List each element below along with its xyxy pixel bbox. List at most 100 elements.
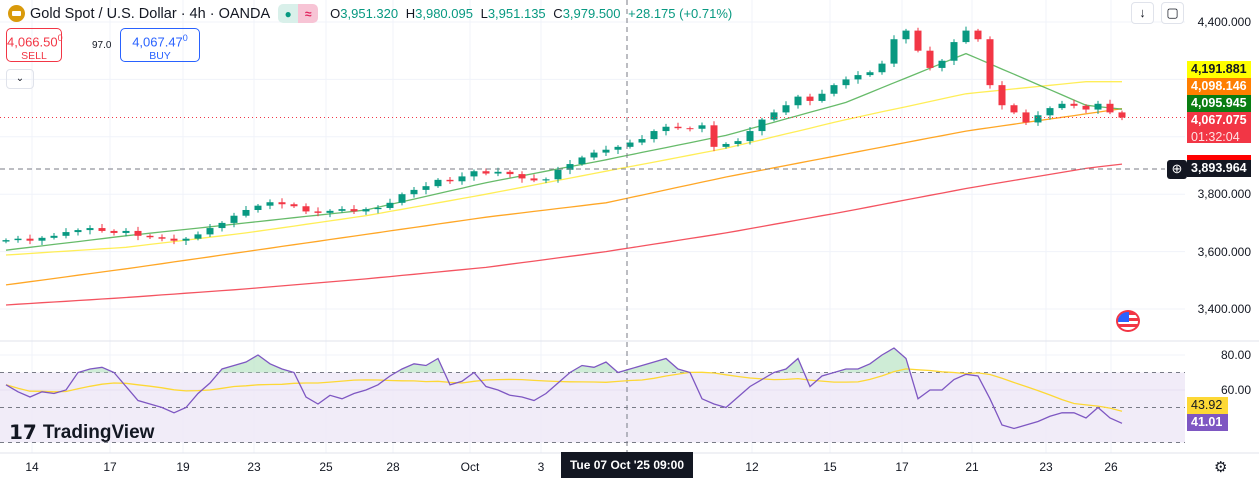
candle-body [50,235,58,238]
candle-body [698,125,706,129]
candle-body [686,128,694,130]
time-tick: 19 [176,460,190,474]
market-open-icon[interactable]: ● [278,4,299,23]
candle-body [854,75,862,80]
candle-body [62,232,70,236]
candle-body [134,230,142,236]
candle-body [362,209,370,212]
time-tick: 12 [745,460,759,474]
ma-green-label: 4,095.945 [1187,95,1251,112]
candle-body [650,131,658,140]
candle-body [818,93,826,101]
candle-body [410,189,418,195]
candle-body [14,238,22,241]
candle-body [494,171,502,174]
candle-body [806,96,814,101]
candle-body [506,171,514,175]
time-tick: 23 [247,460,261,474]
moving-average-green [5,52,1123,251]
candle-body [722,143,730,147]
candle-body [1034,115,1042,123]
candle-body [1046,108,1054,116]
candle-body [986,39,994,86]
candle-body [110,230,118,233]
candle-body [398,194,406,203]
fullscreen-icon[interactable]: ▢ [1161,2,1184,24]
time-tick: 25 [319,460,333,474]
candle-body [878,63,886,73]
time-tick: 28 [386,460,400,474]
candle-body [278,202,286,205]
candle-body [1094,103,1102,110]
candle-body [158,237,166,239]
candle-body [290,204,298,207]
rsi-tick: 80.00 [1220,348,1251,362]
candle-body [1106,103,1114,113]
add-plus-icon[interactable]: ⊕ [1167,160,1187,179]
time-tick: 26 [1104,460,1118,474]
candle-body [2,240,10,242]
price-tick: 3,600.000 [1197,245,1251,259]
candle-body [662,126,670,132]
candle-body [998,85,1006,106]
rsi-tick: 60.00 [1220,383,1251,397]
crosshair-price-label: 3,893.964 [1187,160,1251,177]
candle-body [182,238,190,241]
candle-body [962,30,970,43]
symbol-header: Gold Spot / U.S. Dollar · 4h · OANDA ● ≈… [8,4,732,23]
candle-body [1070,103,1078,106]
buy-button[interactable]: 4,067.470 BUY [120,28,200,62]
candle-body [902,30,910,40]
us-flag-event-icon[interactable] [1116,310,1140,332]
symbol-title[interactable]: Gold Spot / U.S. Dollar · 4h · OANDA [30,5,271,22]
crosshair-time-label: Tue 07 Oct '25 09:00 [561,452,693,478]
moving-average-red [5,163,1123,306]
candle-body [938,60,946,68]
moving-average-yellow [5,81,1122,256]
candle-body [1010,105,1018,113]
last-price-label: 4,067.075 01:32:04 [1187,112,1251,144]
candle-body [1082,105,1090,110]
candle-body [842,79,850,86]
candle-body [242,209,250,216]
time-tick: 14 [25,460,39,474]
candle-body [1058,103,1066,109]
settings-gear-icon[interactable]: ⚙ [1214,459,1228,476]
candle-body [194,234,202,239]
time-tick: 23 [1039,460,1053,474]
rsi-line [5,347,1123,430]
candle-body [482,171,490,174]
candle-body [386,202,394,208]
candle-body [974,30,982,40]
arrow-down-icon[interactable]: ↓ [1131,2,1154,24]
candle-body [38,237,46,241]
candle-body [890,39,898,64]
price-tick: 3,800.000 [1197,187,1251,201]
candle-body [866,72,874,76]
candle-body [1118,112,1126,118]
candle-body [458,176,466,182]
candle-body [950,42,958,61]
chevron-down-icon[interactable]: ⌄ [6,69,34,89]
candle-body [758,119,766,132]
spread-value: 97.0 [92,40,112,51]
candle-body [302,206,310,212]
tradingview-logo: 𝟭𝟳 TradingView [9,421,155,445]
candle-body [266,202,274,206]
candle-body [326,210,334,213]
candle-body [26,238,34,241]
candle-body [518,174,526,179]
candle-body [794,96,802,106]
rsi-ma-line [5,368,1123,412]
candle-body [254,205,262,210]
candle-body [170,238,178,241]
candle-body [566,164,574,170]
candle-body [374,207,382,210]
rsi-ma-label: 43.92 [1187,397,1228,414]
moving-average-orange [5,108,1123,286]
sell-button[interactable]: 4,066.500 SELL [6,28,63,62]
ma-red-label [1187,155,1251,161]
indicator-icon[interactable]: ≈ [298,4,319,23]
candle-body [914,30,922,51]
